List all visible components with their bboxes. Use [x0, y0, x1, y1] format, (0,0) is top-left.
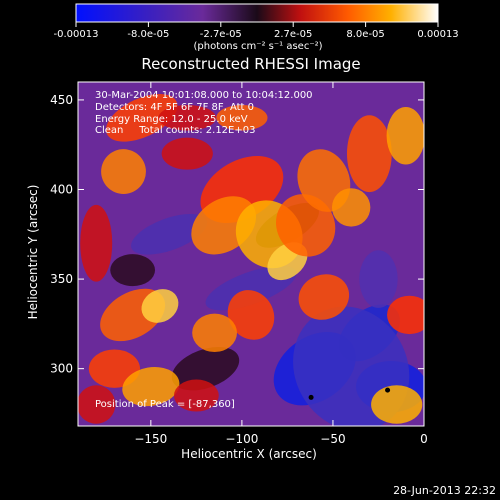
heatmap-blob	[110, 254, 156, 287]
heatmap-blobs	[78, 94, 424, 426]
heatmap-blob	[78, 385, 116, 424]
heatmap-blob	[331, 188, 371, 227]
peak-marker	[385, 387, 391, 393]
annotation-counts: Clean Total counts: 2.12E+03	[95, 125, 255, 136]
heatmap-blob	[141, 289, 179, 323]
colorbar-tick-label: -8.0e-05	[127, 29, 169, 40]
colorbar-tick-label: 0.00013	[417, 29, 458, 40]
y-tick-label: 400	[50, 183, 73, 197]
heatmap-blob	[122, 367, 180, 407]
colorbar-tick-label: -0.00013	[54, 29, 99, 40]
y-tick-label: 450	[50, 93, 73, 107]
peak-markers	[308, 387, 391, 400]
heatmap-blob	[158, 105, 217, 131]
heatmap-blob	[371, 385, 423, 424]
heatmap-blob	[192, 313, 237, 353]
heatmap-blob	[298, 274, 350, 320]
chart-title: Reconstructed RHESSI Image	[141, 55, 360, 73]
annotation-energy: Energy Range: 12.0 - 25.0 keV	[95, 114, 248, 125]
heatmap-blob	[346, 115, 392, 193]
annotation-time: 30-Mar-2004 10:01:08.000 to 10:04:12.000	[95, 90, 313, 101]
axis-ticks: −150 −100 −50 0 300 350 400 450	[50, 82, 428, 446]
plot-frame	[77, 81, 425, 427]
colorbar-tick-label: 8.0e-05	[346, 29, 384, 40]
x-tick-label: −100	[225, 432, 258, 446]
heatmap-blob	[387, 295, 424, 335]
colorbar	[75, 3, 439, 23]
x-tick-label: 0	[420, 432, 428, 446]
peak-position-label: Position of Peak = [-87,360]	[95, 399, 235, 410]
heatmap-blob	[171, 346, 240, 391]
colorbar-tick-label: 2.7e-05	[274, 29, 312, 40]
heatmap-blob	[101, 149, 146, 194]
y-tick-label: 350	[50, 272, 73, 286]
colorbar-tick-label: -2.7e-05	[200, 29, 242, 40]
footer-date: 28-Jun-2013 22:32	[393, 484, 496, 497]
heatmap-blob	[161, 137, 213, 170]
heatmap-blob	[386, 106, 424, 165]
heatmap-blob	[131, 213, 208, 255]
heatmap-blob	[173, 379, 219, 412]
heatmap-blob	[106, 94, 178, 142]
peak-marker	[308, 394, 314, 400]
x-tick-label: −150	[134, 432, 167, 446]
x-axis-label: Heliocentric X (arcsec)	[181, 447, 317, 461]
annotation-detectors: Detectors: 4F 5F 6F 7F 8F, Att 0	[95, 102, 254, 113]
colorbar-ticks: -0.00013 -8.0e-05 -2.7e-05 2.7e-05 8.0e-05 0.…	[54, 22, 459, 40]
heatmap-image	[78, 82, 424, 426]
heatmap-blob	[227, 290, 275, 340]
heatmap-blob	[359, 250, 398, 308]
heatmap-blob	[80, 204, 113, 282]
colorbar-units-label: (photons cm⁻² s⁻¹ asec⁻²)	[193, 41, 322, 52]
y-axis-label: Heliocentric Y (arcsec)	[26, 185, 40, 320]
y-tick-label: 300	[50, 362, 73, 376]
heatmap-blob	[216, 105, 268, 131]
x-tick-label: −50	[320, 432, 345, 446]
